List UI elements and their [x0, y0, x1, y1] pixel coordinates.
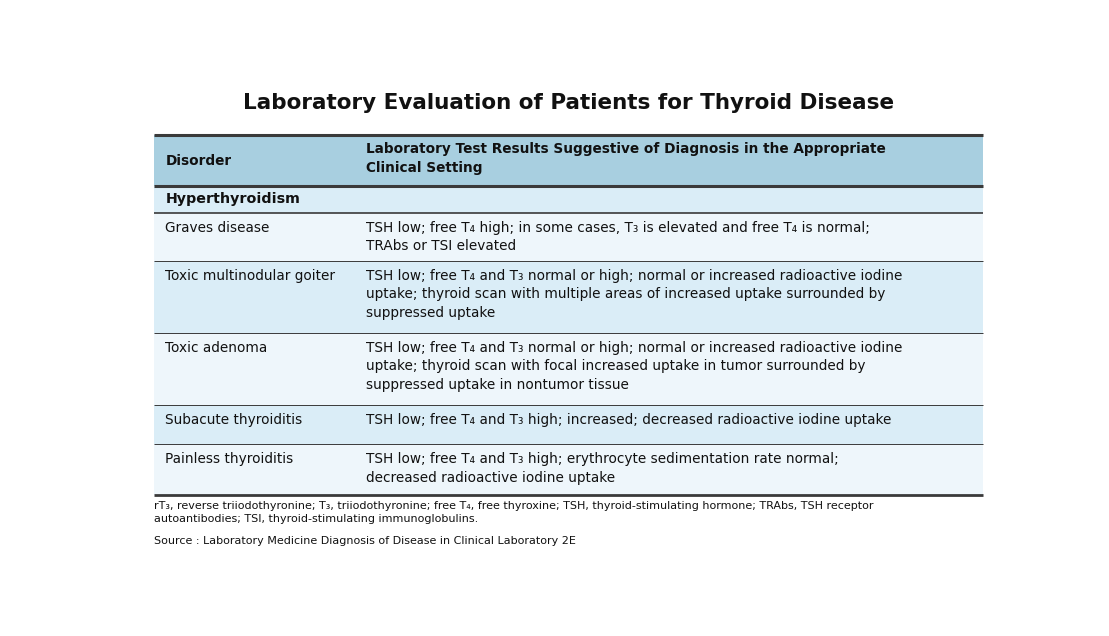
Bar [154, 445, 983, 495]
Text: Source : Laboratory Medicine Diagnosis of Disease in Clinical Laboratory 2E: Source : Laboratory Medicine Diagnosis o… [154, 536, 576, 546]
Text: TSH low; free T₄ and T₃ normal or high; normal or increased radioactive iodine
u: TSH low; free T₄ and T₃ normal or high; … [366, 341, 902, 392]
Text: TSH low; free T₄ and T₃ high; increased; decreased radioactive iodine uptake: TSH low; free T₄ and T₃ high; increased;… [366, 413, 891, 427]
Bar [154, 261, 983, 333]
Text: TSH low; free T₄ high; in some cases, T₃ is elevated and free T₄ is normal;
TRAb: TSH low; free T₄ high; in some cases, T₃… [366, 221, 869, 253]
Text: Disorder: Disorder [165, 155, 232, 169]
Text: Hyperthyroidism: Hyperthyroidism [165, 192, 301, 206]
Text: Subacute thyroiditis: Subacute thyroiditis [165, 413, 303, 427]
Bar [154, 333, 983, 405]
Bar [154, 212, 983, 261]
Text: TSH low; free T₄ and T₃ normal or high; normal or increased radioactive iodine
u: TSH low; free T₄ and T₃ normal or high; … [366, 268, 902, 320]
Text: Graves disease: Graves disease [165, 221, 269, 235]
Text: Laboratory Evaluation of Patients for Thyroid Disease: Laboratory Evaluation of Patients for Th… [243, 93, 894, 113]
Bar [154, 405, 983, 445]
Text: Laboratory Test Results Suggestive of Diagnosis in the Appropriate
Clinical Sett: Laboratory Test Results Suggestive of Di… [366, 142, 885, 175]
Text: TSH low; free T₄ and T₃ high; erythrocyte sedimentation rate normal;
decreased r: TSH low; free T₄ and T₃ high; erythrocyt… [366, 452, 838, 485]
Bar [154, 135, 983, 186]
Text: Painless thyroiditis: Painless thyroiditis [165, 452, 294, 466]
Text: Toxic multinodular goiter: Toxic multinodular goiter [165, 268, 335, 282]
Text: rT₃, reverse triiodothyronine; T₃, triiodothyronine; free T₄, free thyroxine; TS: rT₃, reverse triiodothyronine; T₃, triio… [154, 501, 874, 524]
Text: Toxic adenoma: Toxic adenoma [165, 341, 267, 355]
Bar [154, 186, 983, 212]
